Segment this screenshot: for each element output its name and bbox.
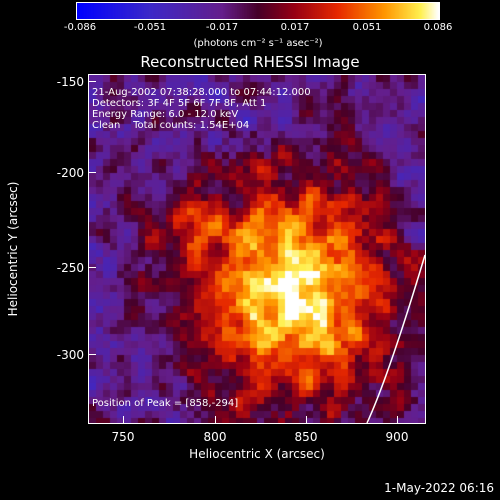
x-tick-label: 800 — [203, 430, 227, 444]
colorbar-tick: -0.086 — [63, 22, 97, 33]
colorbar-tick: -0.017 — [205, 22, 239, 33]
solar-limb-line — [366, 254, 425, 423]
y-tick-mark — [88, 354, 96, 355]
x-tick-mark — [306, 416, 307, 424]
colorbar — [76, 2, 440, 20]
x-tick-mark — [397, 416, 398, 424]
colorbar-tick: -0.051 — [133, 22, 167, 33]
x-tick-mark — [215, 416, 216, 424]
rhessi-image-map — [89, 75, 425, 423]
y-tick-mark — [88, 81, 96, 82]
x-tick-label: 850 — [294, 430, 318, 444]
y-tick-label: -200 — [56, 166, 84, 180]
peak-position-label: Position of Peak = [858,-294] — [92, 398, 239, 409]
rhessi-image-plot — [88, 74, 426, 424]
timestamp-footer: 1-May-2022 06:16 — [384, 481, 494, 495]
colorbar-tick: 0.017 — [280, 22, 310, 33]
x-tick-label: 750 — [111, 430, 135, 444]
colorbar-tick: 0.051 — [352, 22, 382, 33]
x-tick-mark — [123, 416, 124, 424]
x-axis-label: Heliocentric X (arcsec) — [189, 447, 325, 461]
y-tick-mark — [88, 267, 96, 268]
total-counts-label: Clean Total counts: 1.54E+04 — [92, 120, 250, 131]
y-tick-label: -250 — [56, 261, 84, 275]
y-tick-mark — [88, 172, 96, 173]
y-tick-label: -300 — [56, 348, 84, 362]
time-range-label: 21-Aug-2002 07:38:28.000 to 07:44:12.000 — [92, 87, 311, 98]
image-title: Reconstructed RHESSI Image — [140, 53, 360, 71]
y-tick-label: -150 — [56, 75, 84, 89]
x-tick-label: 900 — [385, 430, 409, 444]
y-axis-label: Heliocentric Y (arcsec) — [6, 181, 20, 317]
colorbar-tick: 0.086 — [423, 22, 453, 33]
detectors-label: Detectors: 3F 4F 5F 6F 7F 8F, Att 1 — [92, 98, 267, 109]
colorbar-units: (photons cm⁻² s⁻¹ asec⁻²) — [193, 38, 323, 49]
energy-range-label: Energy Range: 6.0 - 12.0 keV — [92, 109, 239, 120]
